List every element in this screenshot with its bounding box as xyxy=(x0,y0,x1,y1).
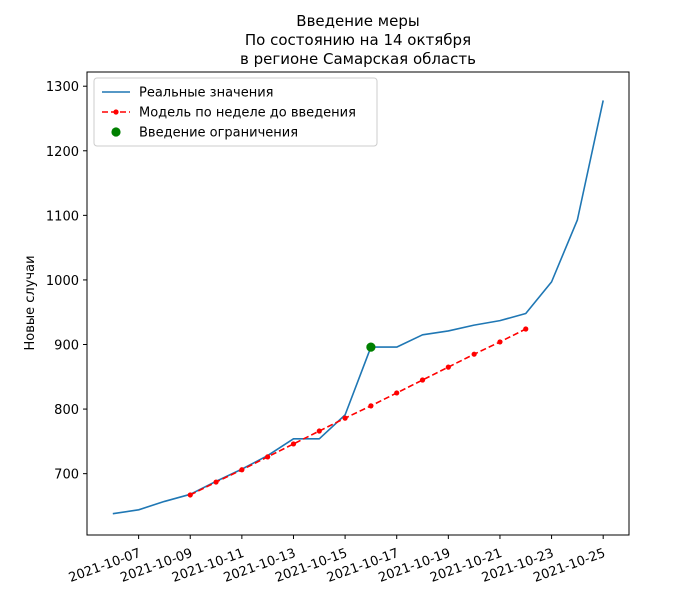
y-tick-label: 1000 xyxy=(46,274,79,289)
chart-title: Введение меры По состоянию на 14 октября… xyxy=(240,12,476,68)
legend-swatch-marker xyxy=(113,109,119,115)
y-axis-label: Новые случаи xyxy=(23,255,38,350)
y-tick-label: 1200 xyxy=(46,145,79,160)
chart-title-line: По состоянию на 14 октября xyxy=(245,31,471,49)
data-point xyxy=(342,415,348,421)
event-marker xyxy=(366,342,376,352)
y-tick-label: 700 xyxy=(54,468,79,483)
plot-area xyxy=(86,71,630,536)
data-point xyxy=(239,467,245,473)
legend-swatch-marker xyxy=(111,127,121,137)
legend: Реальные значения Модель по неделе до вве… xyxy=(93,77,378,147)
axis-ticks: 70080090010001100120013002021-10-072021-… xyxy=(46,80,608,586)
data-point xyxy=(497,339,503,345)
data-point xyxy=(265,454,271,460)
data-point xyxy=(213,479,219,485)
chart-title-line: в регионе Самарская область xyxy=(240,50,476,68)
data-point xyxy=(316,428,322,434)
data-point xyxy=(471,351,477,357)
legend-label: Модель по неделе до введения xyxy=(139,106,356,121)
y-tick-label: 1300 xyxy=(46,80,79,95)
data-point xyxy=(368,403,374,409)
data-point xyxy=(523,326,529,332)
legend-box xyxy=(93,77,378,147)
y-tick-label: 800 xyxy=(54,403,79,418)
legend-label: Реальные значения xyxy=(139,86,274,101)
data-point xyxy=(445,364,451,370)
chart-title-line: Введение меры xyxy=(296,12,419,30)
y-tick-label: 900 xyxy=(54,339,79,354)
legend-label: Введение ограничения xyxy=(139,126,298,141)
data-point xyxy=(187,492,193,498)
data-point xyxy=(419,377,426,383)
data-series xyxy=(112,100,604,515)
data-point xyxy=(290,441,297,447)
data-point xyxy=(394,390,400,396)
y-tick-label: 1100 xyxy=(46,209,79,224)
series-line-0 xyxy=(112,100,604,515)
